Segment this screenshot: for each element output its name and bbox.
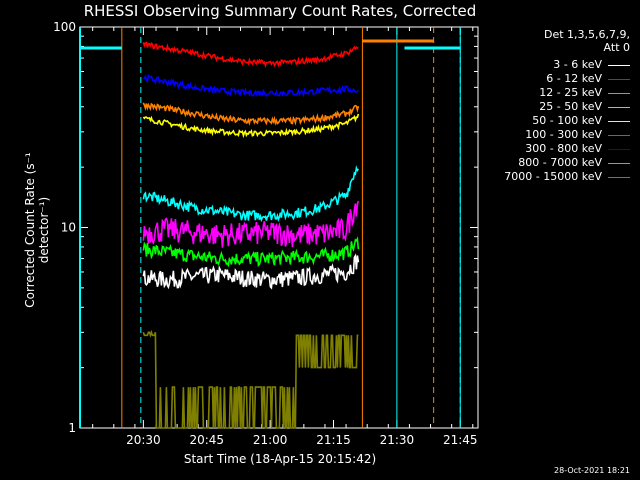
series-line xyxy=(142,253,360,290)
legend-label: 100 - 300 keV xyxy=(525,128,602,141)
series-line xyxy=(142,223,359,327)
y-tick-label: 100 xyxy=(53,20,76,34)
legend-swatch xyxy=(608,176,630,178)
x-tick-label: 21:45 xyxy=(443,433,478,447)
x-tick-label: 21:30 xyxy=(380,433,415,447)
legend-title-line-1: Det 1,3,5,6,7,9, xyxy=(543,28,630,41)
series-line xyxy=(142,41,359,69)
legend-swatch xyxy=(608,106,630,108)
series-line xyxy=(142,102,360,126)
x-tick-label: 20:30 xyxy=(126,433,161,447)
series-line xyxy=(142,236,360,268)
legend-title-line-2: Att 0 xyxy=(603,41,630,54)
legend-swatch xyxy=(608,148,630,150)
series-line xyxy=(142,165,360,223)
legend-swatch xyxy=(608,134,630,136)
legend-entry: 3 - 6 keV xyxy=(504,58,630,72)
series-line xyxy=(142,200,360,248)
legend-entry: 800 - 7000 keV xyxy=(504,156,630,170)
legend-entry: 300 - 800 keV xyxy=(504,142,630,156)
y-axis-label: Corrected Count Rate (s⁻¹ detector⁻¹) xyxy=(23,152,51,308)
legend-swatch xyxy=(608,64,630,66)
series-line xyxy=(142,73,359,98)
legend-swatch xyxy=(608,78,630,80)
legend-label: 7000 - 15000 keV xyxy=(504,170,602,183)
legend-entry: 7000 - 15000 keV xyxy=(504,170,630,184)
x-tick-label: 20:45 xyxy=(189,433,224,447)
series-line xyxy=(142,113,360,139)
legend-swatch xyxy=(608,162,630,164)
legend-entry: 50 - 100 keV xyxy=(504,114,630,128)
legend-title: Det 1,3,5,6,7,9, Att 0 xyxy=(544,28,630,54)
legend-label: 800 - 7000 keV xyxy=(518,156,602,169)
legend-entry: 25 - 50 keV xyxy=(504,100,630,114)
y-tick-label: 1 xyxy=(68,421,76,435)
legend-swatch xyxy=(608,92,630,94)
legend-entry: 12 - 25 keV xyxy=(504,86,630,100)
legend: 3 - 6 keV 6 - 12 keV 12 - 25 keV 25 - 50 ke… xyxy=(504,58,630,184)
legend-label: 3 - 6 keV xyxy=(553,58,602,71)
chart-title: RHESSI Observing Summary Count Rates, Co… xyxy=(83,2,477,20)
x-tick-label: 21:15 xyxy=(316,433,351,447)
legend-label: 25 - 50 keV xyxy=(539,100,602,113)
legend-entry: 100 - 300 keV xyxy=(504,128,630,142)
y-tick-label: 10 xyxy=(61,221,76,235)
series-line xyxy=(142,329,359,429)
legend-label: 12 - 25 keV xyxy=(539,86,602,99)
legend-label: 50 - 100 keV xyxy=(532,114,602,127)
timestamp: 28-Oct-2021 18:21 xyxy=(554,466,630,475)
legend-label: 6 - 12 keV xyxy=(546,72,602,85)
legend-swatch xyxy=(608,120,630,122)
x-axis-label: Start Time (18-Apr-15 20:15:42) xyxy=(183,452,377,466)
legend-entry: 6 - 12 keV xyxy=(504,72,630,86)
x-tick-label: 21:00 xyxy=(253,433,288,447)
legend-label: 300 - 800 keV xyxy=(525,142,602,155)
